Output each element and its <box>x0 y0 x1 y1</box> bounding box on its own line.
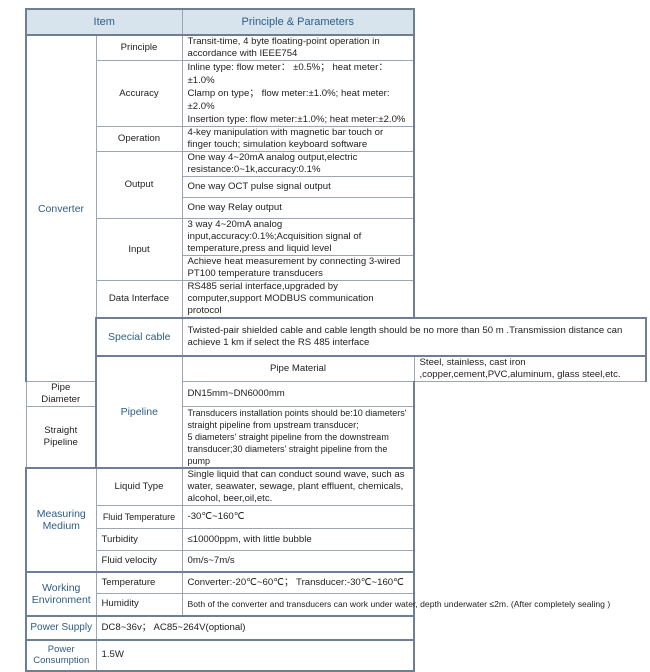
row-value: One way OCT pulse signal output <box>181 176 415 198</box>
row-value: DN15mm~DN6000mm <box>181 381 415 407</box>
row-label: Data Interface <box>95 280 183 319</box>
table-row: Converter Principle Transit-time, 4 byte… <box>25 34 646 382</box>
row-value: Transit-time, 4 byte floating-point oper… <box>181 34 415 61</box>
row-label: Fluid velocity <box>95 550 183 572</box>
row-label: Pipe Material <box>181 355 415 382</box>
row-value: Converter:-20℃~60℃； Transducer:-30℃~160℃ <box>181 570 415 594</box>
row-value: -30℃~160℃ <box>181 505 415 529</box>
spec-table: Item Principle & Parameters Converter Pr… <box>25 8 647 672</box>
row-label: Fluid Temperature <box>95 505 183 529</box>
table-row: Working Environment Temperature Converte… <box>25 570 646 616</box>
row-label: Input <box>95 218 183 281</box>
group-power-supply: Power Supply <box>25 614 97 640</box>
table-row: Turbidity ≤10000ppm, with little bubble <box>26 528 646 551</box>
row-label: Output <box>95 151 183 219</box>
header-item: Item <box>25 8 183 36</box>
table-row: Fluid velocity 0m/s~7m/s <box>26 550 646 572</box>
group-converter: Converter <box>25 34 97 382</box>
table-row: Data Interface RS485 serial interface,up… <box>26 280 646 319</box>
table-row: Achieve heat measurement by connecting 3… <box>26 255 646 281</box>
row-value: Achieve heat measurement by connecting 3… <box>181 255 415 281</box>
header-row: Item Principle & Parameters <box>25 8 646 36</box>
header-params: Principle & Parameters <box>181 8 415 36</box>
group-power-consumption: Power Consumption <box>25 638 97 672</box>
accuracy-line: Inline type: flow meter： ±0.5%； heat met… <box>187 62 388 86</box>
row-value: One way 4~20mA analog output,electric re… <box>181 151 415 177</box>
row-value: Inline type: flow meter： ±0.5%； heat met… <box>181 60 415 127</box>
row-label: Principle <box>95 34 183 61</box>
row-label: Humidity <box>95 593 183 616</box>
row-value: Both of the converter and transducers ca… <box>181 593 610 616</box>
row-value: DC8~36v； AC85~264V(optional) <box>95 614 415 640</box>
row-value: ≤10000ppm, with little bubble <box>181 528 415 551</box>
straight-line: Transducers installation points should b… <box>187 408 407 430</box>
table-row: Fluid Temperature -30℃~160℃ <box>26 505 646 529</box>
accuracy-line: Insertion type: flow meter:±1.0%; heat m… <box>187 114 406 125</box>
row-label: Accuracy <box>95 60 183 127</box>
row-label: Turbidity <box>95 528 183 551</box>
table-row: Special cable Twisted-pair shielded cabl… <box>26 317 647 357</box>
row-value: 3 way 4~20mA analog input,accuracy:0.1%;… <box>181 218 415 256</box>
row-value: RS485 serial interface,upgraded by compu… <box>181 280 415 319</box>
row-label: Temperature <box>95 570 183 594</box>
group-measuring-medium: Measuring Medium <box>25 467 97 572</box>
row-value: Single liquid that can conduct sound wav… <box>181 467 415 506</box>
straight-line: 5 diameters' straight pipeline from the … <box>187 432 389 466</box>
row-value: Steel, stainless, cast iron ,copper,ceme… <box>413 355 647 382</box>
table-row: Pipeline Pipe Material Steel, stainless,… <box>26 355 647 469</box>
table-row: Operation 4-key manipulation with magnet… <box>26 126 646 152</box>
group-working-environment: Working Environment <box>25 570 97 616</box>
table-row: Humidity Both of the converter and trans… <box>26 593 646 616</box>
row-value: Twisted-pair shielded cable and cable le… <box>181 317 647 357</box>
group-special-cable: Special cable <box>95 317 183 357</box>
row-label: Operation <box>95 126 183 152</box>
row-label: Liquid Type <box>95 467 183 506</box>
group-pipeline: Pipeline <box>95 355 183 469</box>
table-row: Straight Pipeline Transducers installati… <box>25 406 646 469</box>
table-row: Power Consumption 1.5W <box>25 638 646 672</box>
table-row: Power Supply DC8~36v； AC85~264V(optional… <box>25 614 646 640</box>
table-row: Output One way 4~20mA analog output,elec… <box>26 151 646 219</box>
row-value: 1.5W <box>95 638 415 672</box>
row-value: Transducers installation points should b… <box>181 406 415 469</box>
accuracy-line: Clamp on type； flow meter:±1.0%; heat me… <box>187 88 390 112</box>
row-label: Straight Pipeline <box>25 406 97 469</box>
row-label: Pipe Diameter <box>25 381 97 407</box>
row-value: One way Relay output <box>181 197 415 219</box>
table-row: Pipe Diameter DN15mm~DN6000mm <box>25 381 646 407</box>
table-row: Accuracy Inline type: flow meter： ±0.5%；… <box>26 60 646 127</box>
row-value: 0m/s~7m/s <box>181 550 415 572</box>
row-value: 4-key manipulation with magnetic bar tou… <box>181 126 415 152</box>
table-row: Measuring Medium Liquid Type Single liqu… <box>25 467 646 572</box>
table-row: Input 3 way 4~20mA analog input,accuracy… <box>26 218 646 281</box>
